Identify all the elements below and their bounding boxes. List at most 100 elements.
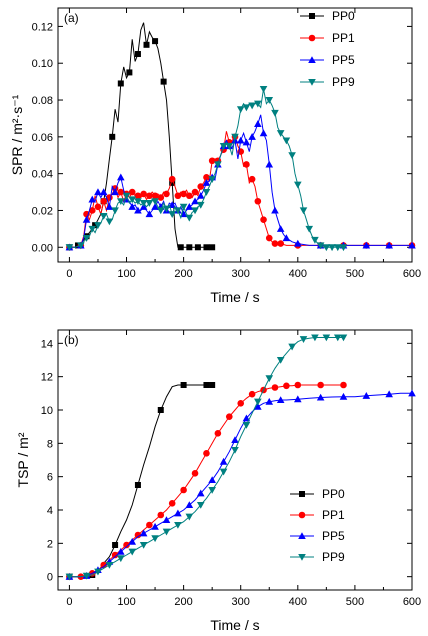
data-point bbox=[128, 548, 137, 556]
data-point bbox=[185, 214, 194, 222]
y-tick-label: 0.12 bbox=[32, 21, 53, 33]
data-point bbox=[112, 542, 119, 548]
data-point bbox=[100, 197, 107, 205]
x-tick-label: 200 bbox=[174, 596, 192, 608]
data-point bbox=[322, 334, 331, 342]
series-pp1 bbox=[66, 131, 416, 251]
data-point bbox=[225, 143, 234, 150]
data-point bbox=[177, 244, 184, 251]
data-point bbox=[174, 521, 182, 529]
legend-label: PP1 bbox=[322, 508, 345, 522]
data-point bbox=[254, 120, 262, 127]
data-point bbox=[259, 129, 268, 137]
data-point bbox=[191, 197, 199, 205]
y-tick-label: 8 bbox=[47, 438, 53, 450]
legend-label: PP0 bbox=[332, 9, 355, 23]
data-point bbox=[339, 244, 348, 252]
data-point bbox=[123, 541, 130, 549]
x-tick-label: 200 bbox=[174, 268, 192, 280]
data-point bbox=[168, 500, 176, 507]
data-point bbox=[288, 343, 296, 351]
legend-label: PP0 bbox=[322, 487, 345, 501]
data-point bbox=[265, 234, 273, 242]
series-pp1 bbox=[66, 381, 347, 580]
data-point bbox=[134, 192, 142, 200]
data-point bbox=[117, 198, 125, 206]
data-point bbox=[94, 203, 102, 211]
data-point bbox=[236, 106, 245, 114]
data-point bbox=[214, 161, 222, 169]
data-point bbox=[265, 160, 274, 168]
data-point bbox=[305, 225, 314, 233]
data-point bbox=[248, 133, 256, 140]
data-point bbox=[196, 501, 205, 509]
data-point bbox=[209, 382, 216, 388]
data-point bbox=[311, 236, 319, 244]
data-point bbox=[134, 198, 142, 206]
data-point bbox=[105, 218, 114, 226]
data-point bbox=[288, 152, 296, 160]
data-point bbox=[92, 222, 99, 229]
data-point bbox=[146, 521, 153, 529]
data-point bbox=[196, 201, 205, 209]
panel-label: (b) bbox=[64, 333, 79, 347]
data-point bbox=[299, 336, 308, 343]
y-tick-label: 6 bbox=[47, 472, 53, 484]
data-point bbox=[134, 206, 142, 214]
data-point bbox=[196, 489, 205, 497]
data-point bbox=[151, 535, 159, 543]
data-point bbox=[242, 104, 251, 112]
data-point bbox=[94, 222, 102, 229]
data-point bbox=[316, 242, 325, 250]
y-tick-label: 2 bbox=[47, 538, 53, 550]
data-point bbox=[160, 78, 167, 85]
data-point bbox=[340, 381, 347, 389]
data-point bbox=[82, 572, 91, 580]
data-point bbox=[299, 207, 308, 215]
data-point bbox=[152, 38, 159, 45]
data-point bbox=[180, 190, 187, 198]
data-point bbox=[163, 190, 170, 198]
y-axis-title: SPR / m²·s⁻¹ bbox=[9, 94, 25, 175]
legend-marker bbox=[308, 34, 316, 42]
x-tick-label: 300 bbox=[232, 596, 250, 608]
data-point bbox=[294, 181, 302, 189]
data-point bbox=[294, 395, 302, 403]
data-point bbox=[248, 102, 256, 110]
x-axis-title: Time / s bbox=[210, 617, 259, 633]
data-point bbox=[294, 381, 302, 389]
data-point bbox=[185, 202, 194, 210]
data-point bbox=[219, 457, 228, 465]
x-tick-label: 400 bbox=[289, 596, 307, 608]
series-line bbox=[69, 114, 412, 248]
data-point bbox=[65, 244, 74, 252]
data-point bbox=[179, 203, 188, 211]
data-point bbox=[111, 207, 119, 215]
y-tick-label: 12 bbox=[41, 372, 53, 384]
data-point bbox=[242, 414, 251, 422]
data-point bbox=[88, 195, 97, 203]
series-line bbox=[69, 384, 213, 578]
data-point bbox=[162, 205, 171, 213]
data-point bbox=[94, 568, 102, 576]
legend-item: PP0 bbox=[290, 487, 345, 501]
data-point bbox=[385, 241, 393, 249]
data-point bbox=[94, 188, 102, 196]
data-point bbox=[282, 234, 291, 242]
data-point bbox=[88, 207, 96, 214]
legend-label: PP5 bbox=[322, 529, 345, 543]
x-tick-label: 500 bbox=[346, 268, 364, 280]
x-tick-label: 600 bbox=[403, 596, 421, 608]
data-point bbox=[362, 241, 371, 249]
y-tick-label: 10 bbox=[41, 405, 53, 417]
data-point bbox=[168, 201, 176, 208]
data-point bbox=[208, 157, 216, 165]
data-point bbox=[151, 198, 159, 206]
data-point bbox=[202, 189, 211, 196]
data-point bbox=[333, 244, 342, 252]
legend-item: PP0 bbox=[300, 9, 355, 23]
data-point bbox=[219, 143, 228, 150]
data-point bbox=[197, 183, 205, 190]
x-tick-label: 0 bbox=[66, 268, 72, 280]
